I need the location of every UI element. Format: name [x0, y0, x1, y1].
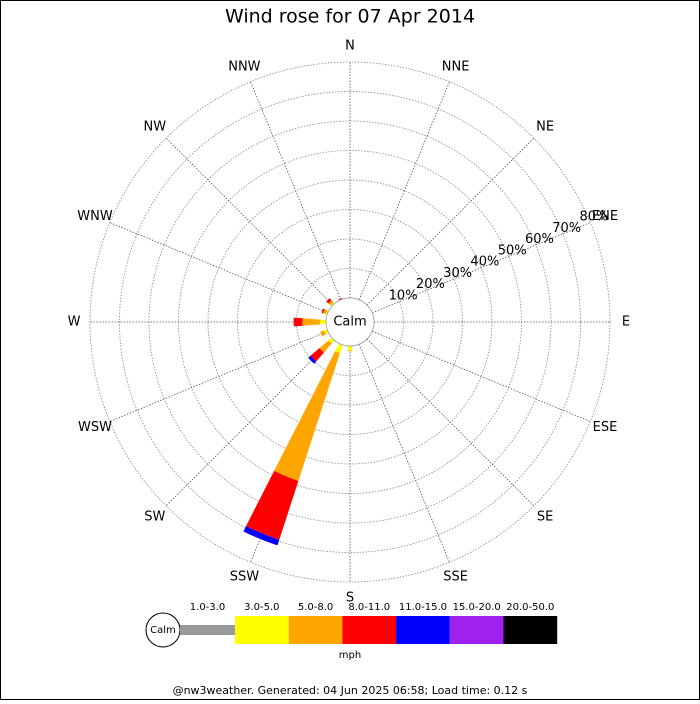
r-tick-label: 80%	[579, 209, 608, 224]
footer: @nw3weather. Generated: 04 Jun 2025 06:5…	[173, 684, 528, 697]
wind-segment	[320, 320, 326, 325]
direction-label: W	[68, 315, 81, 330]
r-tick-label: 40%	[470, 255, 499, 270]
direction-label: SSW	[230, 569, 260, 584]
legend-label: 20.0-50.0	[506, 602, 554, 613]
legend-unit: mph	[339, 650, 361, 661]
legend-label: 1.0-3.0	[190, 602, 225, 613]
legend-swatch	[289, 616, 343, 644]
legend-swatch	[504, 616, 558, 644]
legend-calm-label: Calm	[150, 625, 176, 636]
legend-swatch	[235, 616, 289, 644]
chart-title: Wind rose for 07 Apr 2014	[225, 6, 475, 28]
direction-label: SE	[537, 510, 553, 525]
direction-label: WSW	[78, 420, 112, 435]
legend-swatch	[342, 616, 396, 644]
legend-swatch	[396, 616, 450, 644]
calm-label: Calm	[333, 315, 366, 330]
direction-label: E	[622, 315, 630, 330]
legend-label: 8.0-11.0	[348, 602, 390, 613]
wind-segment	[348, 346, 352, 350]
direction-label: NNW	[228, 60, 260, 75]
legend-label: 15.0-20.0	[453, 602, 501, 613]
r-tick-label: 20%	[416, 277, 445, 292]
legend-label: 3.0-5.0	[244, 602, 279, 613]
r-tick-label: 10%	[389, 288, 418, 303]
r-tick-label: 50%	[498, 243, 527, 258]
r-tick-label: 30%	[443, 266, 472, 281]
wind-segment	[348, 350, 353, 351]
direction-label: SSE	[443, 569, 468, 584]
r-tick-label: 70%	[552, 221, 581, 236]
legend-label: 5.0-8.0	[298, 602, 333, 613]
direction-label: NW	[144, 119, 167, 134]
direction-label: ESE	[593, 420, 618, 435]
direction-label: WNW	[77, 209, 113, 224]
direction-label: N	[345, 39, 355, 54]
legend-swatch	[180, 625, 235, 635]
direction-label: NNE	[442, 60, 470, 75]
direction-label: NE	[536, 119, 554, 134]
direction-label: SW	[144, 510, 165, 525]
wind-segment	[294, 318, 303, 327]
legend-swatch	[450, 616, 504, 644]
r-tick-label: 60%	[525, 232, 554, 247]
legend-label: 11.0-15.0	[399, 602, 447, 613]
